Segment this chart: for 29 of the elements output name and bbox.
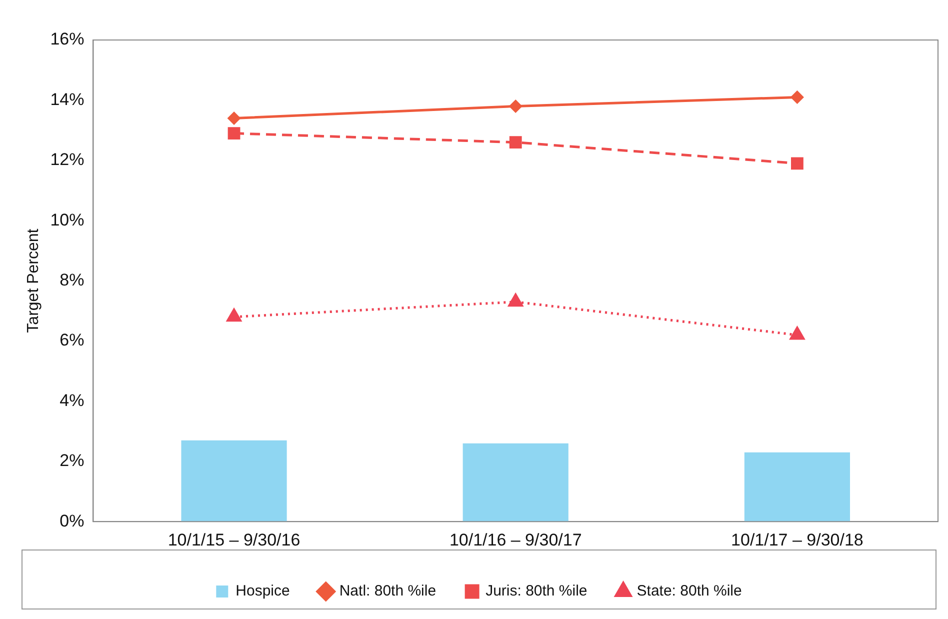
point	[790, 90, 804, 104]
point	[228, 127, 240, 140]
y-tick-label: 6%	[60, 330, 84, 350]
legend-label: State: 80th %ile	[636, 582, 742, 600]
y-tick-label: 2%	[60, 451, 84, 470]
point	[509, 100, 522, 112]
y-tick-label: 4%	[60, 390, 84, 410]
x-tick-label: 10/1/15 – 9/30/16	[168, 530, 300, 550]
y-tick-label: 0%	[60, 511, 84, 530]
y-tick-label: 10%	[50, 210, 84, 230]
y-tick-label: 14%	[50, 90, 84, 109]
x-tick-label: 10/1/17 – 9/30/18	[731, 530, 864, 550]
point	[791, 157, 804, 170]
legend-label: Natl: 80th %ile	[339, 582, 436, 600]
point	[508, 294, 523, 307]
legend-label: Juris: 80th %ile	[486, 582, 588, 600]
x-tick-label: 10/1/16 – 9/30/17	[449, 530, 582, 550]
bar	[462, 443, 568, 522]
legend-label: Hospice	[236, 582, 290, 600]
bar	[744, 452, 850, 522]
y-tick-label: 16%	[50, 30, 84, 49]
y-axis-title: Target Percent	[25, 228, 42, 333]
point	[509, 136, 522, 149]
point	[228, 112, 240, 125]
bar	[181, 440, 287, 522]
point	[226, 308, 242, 322]
y-tick-label: 8%	[60, 270, 84, 290]
y-tick-label: 12%	[50, 150, 84, 170]
point	[790, 326, 805, 340]
